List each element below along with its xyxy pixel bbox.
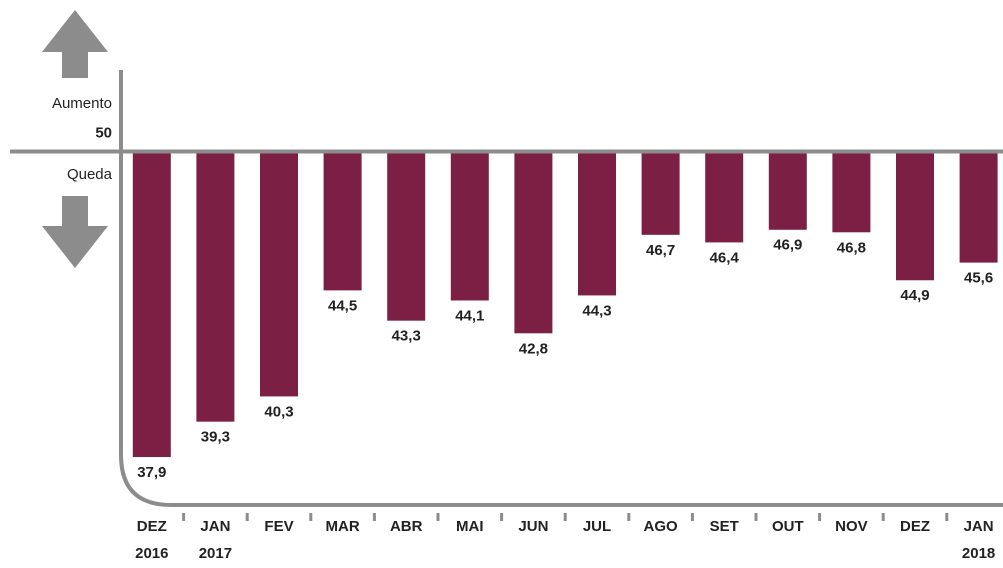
bar — [768, 151, 807, 230]
x-tick-label: MAR — [326, 518, 360, 535]
value-label: 44,5 — [328, 297, 357, 314]
bar — [641, 151, 680, 235]
bar — [196, 151, 235, 422]
bar — [896, 151, 934, 281]
bar — [832, 151, 871, 233]
value-label: 42,8 — [519, 340, 548, 357]
bar — [132, 151, 171, 458]
x-tick-label: JUL — [583, 518, 611, 535]
bar — [450, 151, 489, 301]
x-tick-label: ABR — [390, 518, 423, 535]
x-tick-label-line: AGO — [644, 518, 679, 535]
x-tick-label-line: 2016 — [135, 545, 168, 562]
x-tick-label: JAN 2018 — [962, 518, 995, 562]
bar — [323, 151, 362, 291]
bar — [387, 151, 426, 321]
x-tick-label-line: SET — [710, 518, 739, 535]
value-label: 39,3 — [201, 429, 230, 446]
value-label: 46,7 — [646, 242, 675, 259]
x-tick-label-line: JUL — [583, 518, 611, 535]
value-label: 43,3 — [392, 328, 421, 345]
value-label: 44,9 — [900, 287, 929, 304]
bar — [260, 151, 298, 397]
bar — [705, 151, 744, 243]
down-arrow — [42, 196, 108, 268]
x-tick-label-line: JAN — [200, 518, 230, 535]
x-tick-label-line: DEZ — [137, 518, 167, 535]
x-tick-label: FEV — [264, 518, 293, 535]
x-tick-label-line: JUN — [518, 518, 548, 535]
bar — [514, 151, 553, 334]
x-tick-label-line: MAI — [456, 518, 484, 535]
value-label: 46,9 — [773, 237, 802, 254]
x-tick-label: OUT — [772, 518, 804, 535]
up-label: Aumento — [52, 95, 112, 112]
x-tick-label-line: MAR — [326, 518, 360, 535]
bar — [578, 151, 616, 296]
bar — [959, 151, 998, 263]
x-tick-label: AGO — [644, 518, 679, 535]
x-tick-label-line: JAN — [964, 518, 994, 535]
x-tick-label: MAI — [456, 518, 484, 535]
value-label: 46,4 — [710, 249, 740, 266]
value-label: 46,8 — [837, 239, 866, 256]
axis — [119, 70, 1003, 507]
x-tick-label-line: ABR — [390, 518, 423, 535]
x-tick-label: SET — [710, 518, 739, 535]
x-tick-label-line: OUT — [772, 518, 804, 535]
x-tick-label-line: 2018 — [962, 545, 995, 562]
x-tick-label: JAN 2017 — [199, 518, 232, 562]
value-label: 37,9 — [137, 464, 166, 481]
x-tick-label: DEZ 2016 — [135, 518, 168, 562]
value-label: 45,6 — [964, 270, 993, 287]
down-label: Queda — [67, 166, 113, 183]
up-arrow — [42, 10, 108, 78]
value-label: 44,3 — [582, 302, 611, 319]
y-tick-label: 50 — [95, 124, 112, 141]
x-tick-label-line: NOV — [835, 518, 868, 535]
x-tick-label: DEZ — [900, 518, 930, 535]
x-tick-label-line: FEV — [264, 518, 293, 535]
value-label: 40,3 — [264, 403, 293, 420]
x-tick-label-line: DEZ — [900, 518, 930, 535]
value-label: 44,1 — [455, 307, 484, 324]
x-tick-label-line: 2017 — [199, 545, 232, 562]
x-tick-label: NOV — [835, 518, 868, 535]
x-tick-label: JUN — [518, 518, 548, 535]
